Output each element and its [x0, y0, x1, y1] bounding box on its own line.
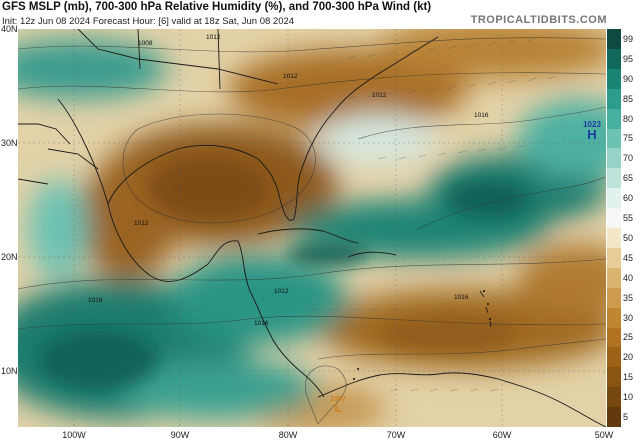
colorbar-label: 75 [623, 133, 634, 144]
isobars [18, 37, 606, 425]
brand-watermark: TROPICALTIDBITS.COM [470, 14, 607, 26]
rh-detail [38, 159, 528, 389]
lat-lon-grid [18, 29, 606, 427]
colorbar-label: 40 [623, 272, 634, 283]
colorbar-segment [607, 228, 621, 249]
low-pressure-letter: L [334, 401, 342, 415]
colorbar-segment [607, 108, 621, 129]
isobar-label: 1016 [88, 297, 103, 304]
isobar-label: 1016 [454, 294, 469, 301]
colorbar-segment [607, 208, 621, 229]
colorbar-label: 70 [623, 153, 634, 164]
high-pressure-letter: H [587, 127, 597, 142]
colorbar-label: 15 [623, 372, 634, 383]
colorbar-segment [607, 68, 621, 90]
colorbar-segment [607, 267, 621, 289]
station-dots [353, 290, 491, 380]
lon-label-50w: 50W [594, 430, 614, 440]
coastlines [18, 29, 606, 427]
colorbar-label: 65 [623, 173, 634, 184]
lon-label-60w: 60W [492, 430, 512, 440]
colorbar-label: 55 [623, 213, 634, 224]
map-subtitle: Init: 12z Jun 08 2024 Forecast Hour: [6]… [2, 16, 295, 27]
colorbar-segment [607, 347, 621, 368]
isobar-labels: 1008 1012 1012 1012 1012 1016 1016 1016 … [88, 34, 489, 327]
colorbar-label: 20 [623, 352, 634, 363]
humidity-colorbar [607, 29, 621, 428]
colorbar-segment [607, 168, 621, 189]
colorbar-label: 95 [623, 53, 634, 64]
high-pressure-value: 1023 [583, 120, 601, 129]
colorbar-label: 50 [623, 232, 634, 243]
colorbar-segment [607, 88, 621, 110]
colorbar-segment [607, 287, 621, 309]
isobar-label: 1016 [254, 320, 269, 327]
colorbar-segment [607, 148, 621, 169]
colorbar-label: 80 [623, 113, 634, 124]
colorbar-segment [607, 48, 621, 70]
colorbar-segment [607, 407, 621, 428]
colorbar-segment [607, 367, 621, 388]
lat-label-20n: 20N [1, 252, 18, 262]
colorbar-label: 90 [623, 73, 634, 84]
map-title: GFS MSLP (mb), 700-300 hPa Relative Humi… [2, 1, 432, 13]
colorbar-segment [607, 247, 621, 269]
lat-label-40n: 40N [1, 24, 18, 34]
isobar-label: 1016 [474, 112, 489, 119]
lon-label-80w: 80W [278, 430, 298, 440]
lon-label-90w: 90W [170, 430, 190, 440]
colorbar-label: 45 [623, 252, 634, 263]
colorbar-segment [607, 387, 621, 408]
colorbar-label: 25 [623, 332, 634, 343]
colorbar-label: 85 [623, 93, 634, 104]
colorbar-label: 99 [623, 33, 634, 44]
isobar-label: 1012 [274, 288, 289, 295]
wind-barbs [30, 37, 557, 392]
lat-label-30n: 30N [1, 138, 18, 148]
colorbar-label: 5 [623, 412, 629, 423]
colorbar-segment [607, 327, 621, 348]
lon-label-100w: 100W [62, 430, 86, 440]
low-pressure-marker: 1007 L [318, 396, 358, 414]
low-pressure-value: 1007 [330, 396, 346, 403]
colorbar-segment [607, 29, 621, 50]
colorbar-label: 60 [623, 193, 634, 204]
weather-map: 1008 1012 1012 1012 1012 1016 1016 1016 … [18, 29, 606, 427]
high-pressure-marker: 1023 H [572, 120, 612, 141]
colorbar-label: 10 [623, 392, 634, 403]
isobar-label: 1012 [372, 92, 387, 99]
colorbar-segment [607, 128, 621, 149]
colorbar-segment [607, 188, 621, 209]
lat-label-10n: 10N [1, 366, 18, 376]
isobar-label: 1012 [206, 34, 221, 41]
isobar-label: 1012 [283, 73, 298, 80]
colorbar-label: 30 [623, 312, 634, 323]
colorbar-label: 35 [623, 292, 634, 303]
lon-label-70w: 70W [386, 430, 406, 440]
colorbar-segment [607, 307, 621, 328]
isobar-label: 1008 [138, 40, 153, 47]
isobar-label: 1012 [134, 220, 149, 227]
map-canvas: 1008 1012 1012 1012 1012 1016 1016 1016 … [18, 29, 606, 427]
